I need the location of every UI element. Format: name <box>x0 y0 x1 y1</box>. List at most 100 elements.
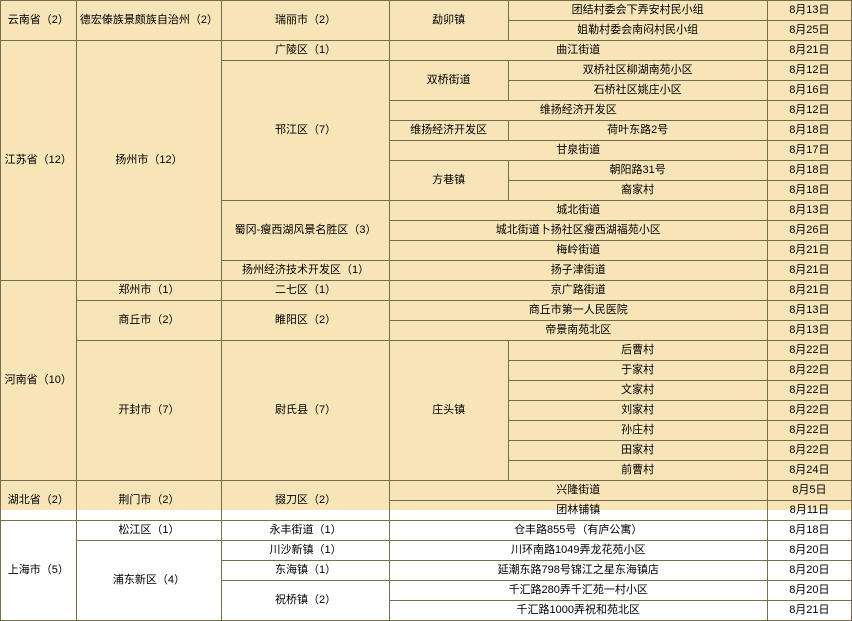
cell-c4: 兴隆街道 <box>389 481 767 501</box>
cell-c4: 川环南路1049弄龙花苑小区 <box>389 541 767 561</box>
cell-c5: 团结村委会下弄安村民小组 <box>508 1 767 21</box>
cell-c6: 8月22日 <box>767 421 851 441</box>
cell-c4: 庄头镇 <box>389 341 508 481</box>
cell-c1: 河南省（10） <box>1 281 77 481</box>
cell-c6: 8月21日 <box>767 601 851 621</box>
cell-c3: 蜀冈-瘦西湖风景名胜区（3） <box>222 201 389 261</box>
table-row: 湖北省（2）荆门市（2）掇刀区（2）兴隆街道8月5日 <box>1 481 852 501</box>
cell-c3: 广陵区（1） <box>222 41 389 61</box>
cell-c4: 团林铺镇 <box>389 501 767 521</box>
cell-c4: 甘泉街道 <box>389 141 767 161</box>
cell-c3: 二七区（1） <box>222 281 389 301</box>
cell-c6: 8月21日 <box>767 281 851 301</box>
cell-c4: 仓丰路855号（有庐公寓） <box>389 521 767 541</box>
cell-c6: 8月22日 <box>767 401 851 421</box>
cell-c4: 曲江街道 <box>389 41 767 61</box>
cell-c4: 勐卯镇 <box>389 1 508 41</box>
cell-c4: 梅岭街道 <box>389 241 767 261</box>
cell-c3: 瑞丽市（2） <box>222 1 389 41</box>
cell-c4: 城北街道 <box>389 201 767 221</box>
cell-c6: 8月22日 <box>767 381 851 401</box>
cell-c6: 8月5日 <box>767 481 851 501</box>
table-row: 开封市（7）尉氏县（7）庄头镇后曹村8月22日 <box>1 341 852 361</box>
cell-c4: 千汇路280弄千汇苑一村小区 <box>389 581 767 601</box>
cell-c6: 8月12日 <box>767 101 851 121</box>
cell-c4: 京广路街道 <box>389 281 767 301</box>
cell-c4: 方巷镇 <box>389 161 508 201</box>
cell-c2: 德宏傣族景颇族自治州（2） <box>76 1 222 41</box>
cell-c6: 8月13日 <box>767 201 851 221</box>
cell-c6: 8月26日 <box>767 221 851 241</box>
cell-c3: 扬州经济技术开发区（1） <box>222 261 389 281</box>
cell-c3: 东海镇（1） <box>222 561 389 581</box>
cell-c6: 8月22日 <box>767 441 851 461</box>
cell-c4: 延潮东路798号锦江之星东海镇店 <box>389 561 767 581</box>
cell-c6: 8月16日 <box>767 81 851 101</box>
cell-c5: 后曹村 <box>508 341 767 361</box>
cell-c1: 江苏省（12） <box>1 41 77 281</box>
cell-c4: 千汇路1000弄祝和苑北区 <box>389 601 767 621</box>
cell-c6: 8月11日 <box>767 501 851 521</box>
cell-c2: 郑州市（1） <box>76 281 222 301</box>
risk-area-table: 云南省（2）德宏傣族景颇族自治州（2）瑞丽市（2）勐卯镇团结村委会下弄安村民小组… <box>0 0 852 621</box>
cell-c6: 8月21日 <box>767 41 851 61</box>
cell-c3: 尉氏县（7） <box>222 341 389 481</box>
table-row: 河南省（10）郑州市（1）二七区（1）京广路街道8月21日 <box>1 281 852 301</box>
cell-c2: 商丘市（2） <box>76 301 222 341</box>
cell-c4: 帝景南苑北区 <box>389 321 767 341</box>
cell-c6: 8月21日 <box>767 241 851 261</box>
cell-c3: 祝桥镇（2） <box>222 581 389 621</box>
cell-c4: 商丘市第一人民医院 <box>389 301 767 321</box>
cell-c6: 8月24日 <box>767 461 851 481</box>
cell-c6: 8月18日 <box>767 161 851 181</box>
cell-c6: 8月22日 <box>767 341 851 361</box>
cell-c5: 文家村 <box>508 381 767 401</box>
cell-c6: 8月22日 <box>767 361 851 381</box>
cell-c6: 8月13日 <box>767 301 851 321</box>
cell-c1: 湖北省（2） <box>1 481 77 521</box>
cell-c5: 前曹村 <box>508 461 767 481</box>
cell-c6: 8月20日 <box>767 541 851 561</box>
cell-c5: 朝阳路31号 <box>508 161 767 181</box>
cell-c3: 睢阳区（2） <box>222 301 389 341</box>
cell-c6: 8月20日 <box>767 561 851 581</box>
cell-c6: 8月12日 <box>767 61 851 81</box>
table-row: 商丘市（2）睢阳区（2）商丘市第一人民医院8月13日 <box>1 301 852 321</box>
cell-c3: 邗江区（7） <box>222 61 389 201</box>
cell-c5: 双桥社区柳湖南苑小区 <box>508 61 767 81</box>
cell-c2: 开封市（7） <box>76 341 222 481</box>
cell-c5: 姐勒村委会南闷村民小组 <box>508 21 767 41</box>
cell-c6: 8月13日 <box>767 321 851 341</box>
cell-c2: 扬州市（12） <box>76 41 222 281</box>
table-row: 云南省（2）德宏傣族景颇族自治州（2）瑞丽市（2）勐卯镇团结村委会下弄安村民小组… <box>1 1 852 21</box>
cell-c1: 上海市（5） <box>1 521 77 621</box>
cell-c4: 扬子津街道 <box>389 261 767 281</box>
table-row: 浦东新区（4）川沙新镇（1）川环南路1049弄龙花苑小区8月20日 <box>1 541 852 561</box>
cell-c2: 浦东新区（4） <box>76 541 222 621</box>
cell-c1: 云南省（2） <box>1 1 77 41</box>
cell-c5: 裔家村 <box>508 181 767 201</box>
cell-c5: 孙庄村 <box>508 421 767 441</box>
cell-c2: 荆门市（2） <box>76 481 222 521</box>
cell-c4: 双桥街道 <box>389 61 508 101</box>
cell-c6: 8月25日 <box>767 21 851 41</box>
cell-c3: 永丰街道（1） <box>222 521 389 541</box>
table-row: 江苏省（12）扬州市（12）广陵区（1）曲江街道8月21日 <box>1 41 852 61</box>
cell-c5: 荷叶东路2号 <box>508 121 767 141</box>
cell-c6: 8月18日 <box>767 181 851 201</box>
cell-c4: 维扬经济开发区 <box>389 121 508 141</box>
cell-c6: 8月17日 <box>767 141 851 161</box>
cell-c6: 8月18日 <box>767 521 851 541</box>
cell-c5: 田家村 <box>508 441 767 461</box>
cell-c2: 松江区（1） <box>76 521 222 541</box>
cell-c3: 川沙新镇（1） <box>222 541 389 561</box>
table-row: 上海市（5）松江区（1）永丰街道（1）仓丰路855号（有庐公寓）8月18日 <box>1 521 852 541</box>
cell-c5: 于家村 <box>508 361 767 381</box>
cell-c6: 8月18日 <box>767 121 851 141</box>
cell-c4: 城北街道卜扬社区瘦西湖福苑小区 <box>389 221 767 241</box>
cell-c5: 石桥社区姚庄小区 <box>508 81 767 101</box>
cell-c6: 8月20日 <box>767 581 851 601</box>
cell-c6: 8月13日 <box>767 1 851 21</box>
cell-c4: 维扬经济开发区 <box>389 101 767 121</box>
cell-c6: 8月21日 <box>767 261 851 281</box>
